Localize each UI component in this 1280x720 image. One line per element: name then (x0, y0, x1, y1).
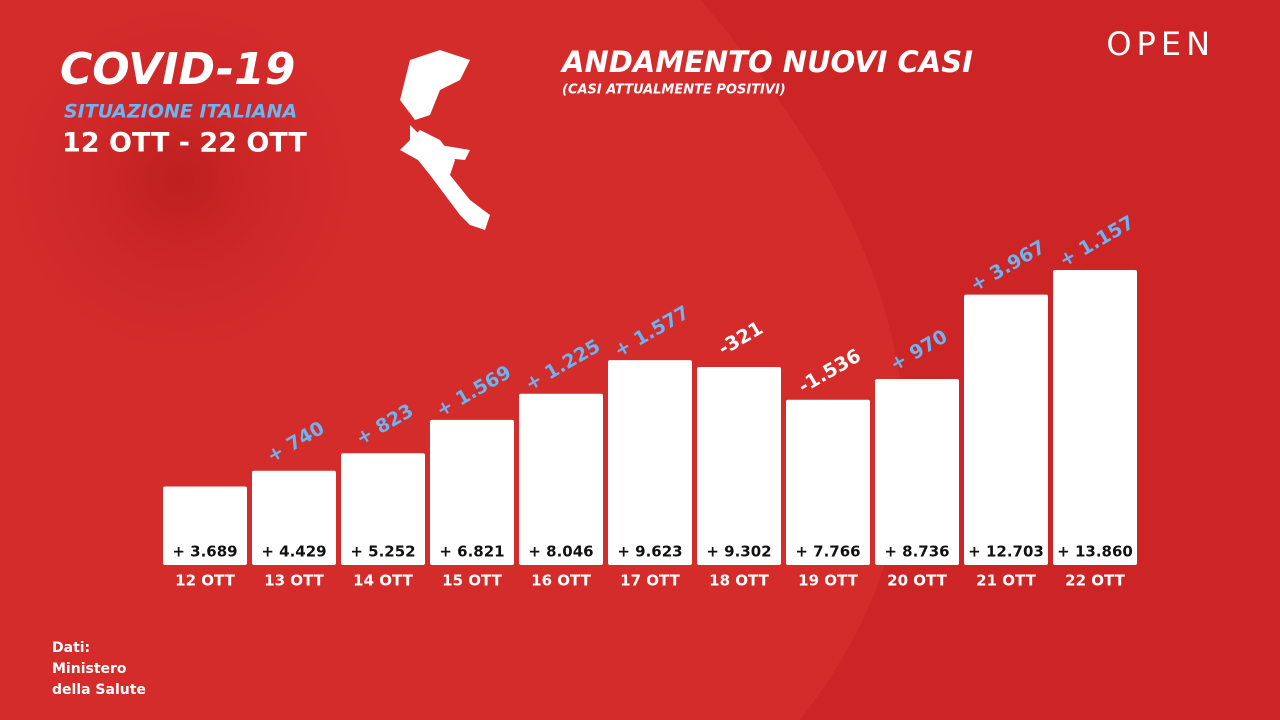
bar (608, 360, 692, 565)
source: Ministero (52, 661, 127, 677)
header-subtitle: SITUAZIONE ITALIANA (64, 101, 297, 123)
x-tick-label: 20 OTT (887, 572, 947, 590)
bar (1053, 270, 1137, 565)
x-tick-label: 19 OTT (798, 572, 858, 590)
bar (964, 294, 1048, 565)
value-label: + 9.302 (706, 543, 771, 561)
bar (341, 453, 425, 565)
value-label: + 8.046 (528, 543, 593, 561)
source: Dati: (52, 640, 90, 656)
chart-title: ANDAMENTO NUOVI CASI (560, 45, 973, 79)
x-tick-label: 17 OTT (620, 572, 680, 590)
value-label: + 8.736 (884, 543, 949, 561)
bar (786, 399, 870, 565)
value-label: + 3.689 (172, 543, 237, 561)
x-tick-label: 14 OTT (353, 572, 413, 590)
x-tick-label: 13 OTT (264, 572, 324, 590)
brand-logo: OPEN (1106, 25, 1215, 63)
value-label: + 7.766 (795, 543, 860, 561)
italy-map (400, 50, 490, 230)
header-period: 12 OTT - 22 OTT (62, 128, 307, 159)
bar (163, 486, 247, 565)
x-tick-label: 16 OTT (531, 572, 591, 590)
bar (252, 470, 336, 565)
value-label: + 13.860 (1057, 543, 1133, 561)
x-tick-label: 21 OTT (976, 572, 1036, 590)
header-title: COVID-19 (60, 44, 295, 95)
bg-decor (0, 0, 380, 380)
x-tick-label: 22 OTT (1065, 572, 1125, 590)
value-label: + 5.252 (350, 543, 415, 561)
bar (697, 367, 781, 565)
source: della Salute (52, 682, 146, 698)
chart-subtitle: (CASI ATTUALMENTE POSITIVI) (562, 83, 786, 98)
x-tick-label: 12 OTT (175, 572, 235, 590)
value-label: + 12.703 (968, 543, 1044, 561)
value-label: + 9.623 (617, 543, 682, 561)
x-tick-label: 15 OTT (442, 572, 502, 590)
value-label: + 6.821 (439, 543, 504, 561)
bar (519, 393, 603, 565)
x-tick-label: 18 OTT (709, 572, 769, 590)
bar (430, 419, 514, 565)
bar (875, 379, 959, 565)
value-label: + 4.429 (261, 543, 326, 561)
